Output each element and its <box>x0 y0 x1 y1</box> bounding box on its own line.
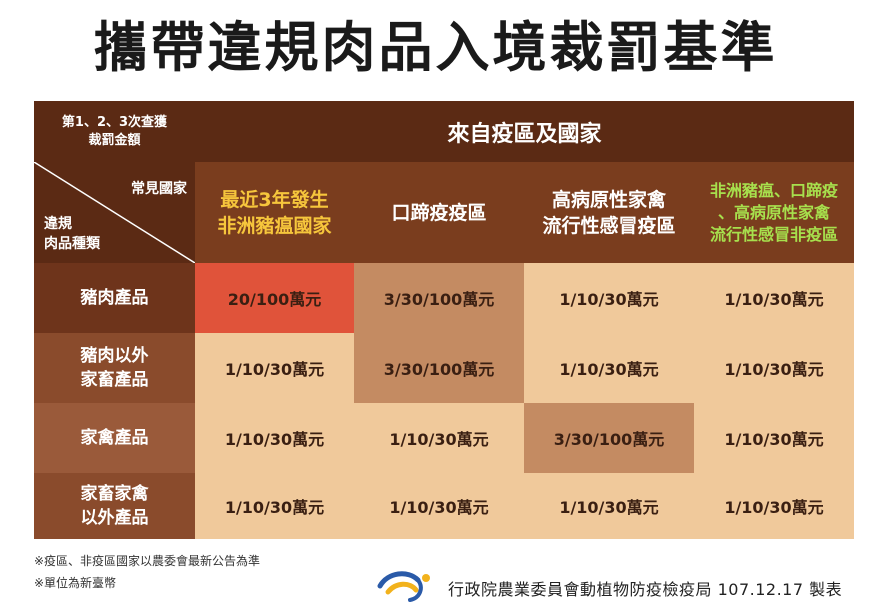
table-cell: 1/10/30萬元 <box>694 403 854 473</box>
corner-diagonal-header: 常見國家 違規 肉品種類 <box>34 162 195 263</box>
meat-type-label: 違規 肉品種類 <box>44 216 100 252</box>
table-cell: 20/100萬元 <box>195 263 354 333</box>
penalty-table: 第1、2、3次查獲 裁罰金額 來自疫區及國家 常見國家 違規 肉品種類 最近3年… <box>34 101 854 539</box>
column-header-non-infected-zone: 非洲豬瘟、口蹄疫 、高病原性家禽 流行性感冒非疫區 <box>694 162 854 263</box>
table-cell: 3/30/100萬元 <box>354 263 524 333</box>
table-cell: 1/10/30萬元 <box>354 473 524 539</box>
corner-top-label: 第1、2、3次查獲 裁罰金額 <box>34 101 195 162</box>
footnote-currency: ※單位為新臺幣 <box>34 576 117 590</box>
row-header-poultry: 家禽產品 <box>34 403 195 473</box>
table-cell: 1/10/30萬元 <box>694 473 854 539</box>
table-cell: 1/10/30萬元 <box>694 333 854 403</box>
footnotes: ※疫區、非疫區國家以農委會最新公告為準 ※單位為新臺幣 <box>34 550 260 594</box>
table-cell: 1/10/30萬元 <box>524 333 694 403</box>
row-header-pork: 豬肉產品 <box>34 263 195 333</box>
table-cell: 1/10/30萬元 <box>524 473 694 539</box>
agency-credit: 行政院農業委員會動植物防疫檢疫局 107.12.17 製表 <box>448 580 843 599</box>
page-title: 攜帶違規肉品入境裁罰基準 <box>93 16 778 79</box>
table-cell: 1/10/30萬元 <box>195 333 354 403</box>
row-header-other-products: 家畜家禽 以外產品 <box>34 473 195 539</box>
table-cell: 1/10/30萬元 <box>524 263 694 333</box>
diagonal-divider <box>34 162 195 263</box>
table-cell: 1/10/30萬元 <box>694 263 854 333</box>
row-header-other-livestock: 豬肉以外 家畜產品 <box>34 333 195 403</box>
column-header-fmd-zone: 口蹄疫疫區 <box>354 162 524 263</box>
agency-logo-icon <box>377 571 430 602</box>
column-header-hpai-zone: 高病原性家禽 流行性感冒疫區 <box>524 162 694 263</box>
common-country-label: 常見國家 <box>131 181 187 197</box>
table-cell: 1/10/30萬元 <box>195 403 354 473</box>
table-cell: 1/10/30萬元 <box>354 403 524 473</box>
table-cell: 3/30/100萬元 <box>354 333 524 403</box>
from-region-header: 來自疫區及國家 <box>195 101 854 162</box>
table-cell: 3/30/100萬元 <box>524 403 694 473</box>
footnote-zone: ※疫區、非疫區國家以農委會最新公告為準 <box>34 554 261 568</box>
column-header-asf-countries: 最近3年發生 非洲豬瘟國家 <box>195 162 354 263</box>
table-cell: 1/10/30萬元 <box>195 473 354 539</box>
